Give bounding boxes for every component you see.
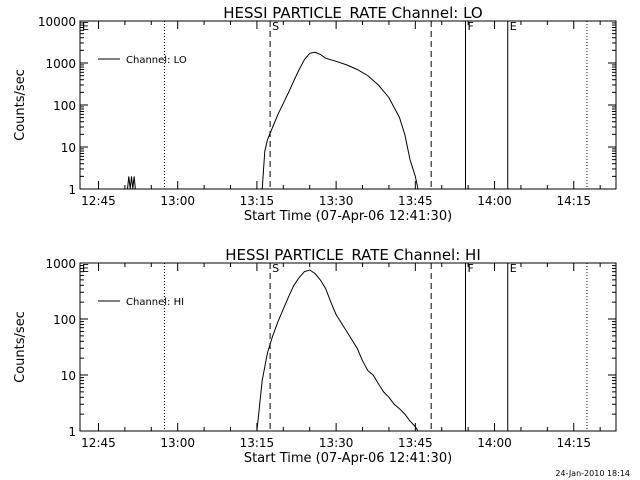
x-tick-label: 14:15 bbox=[556, 436, 591, 450]
y-axis-label: Counts/sec bbox=[13, 311, 28, 383]
chart-title: HESSI PARTICLE_RATE Channel: LO bbox=[223, 4, 482, 23]
plot-frame bbox=[79, 20, 617, 190]
footer-timestamp: 24-Jan-2010 18:14 bbox=[555, 469, 630, 478]
x-tick-label: 13:00 bbox=[160, 194, 195, 208]
x-tick-label: 13:30 bbox=[319, 436, 354, 450]
x-tick-label: 14:00 bbox=[477, 194, 512, 208]
plot-frame bbox=[79, 262, 617, 432]
y-axis-label: Counts/sec bbox=[13, 69, 28, 141]
series-line bbox=[127, 51, 419, 190]
x-tick-label: 13:30 bbox=[319, 194, 354, 208]
chart-title: HESSI PARTICLE_RATE Channel: HI bbox=[225, 246, 481, 265]
x-axis-label: Start Time (07-Apr-06 12:41:30) bbox=[244, 451, 452, 466]
x-tick-label: 12:45 bbox=[81, 194, 116, 208]
y-tick-label: 1000 bbox=[45, 57, 76, 71]
chart-lo: HESSI PARTICLE_RATE Channel: LO 12:45 13:0… bbox=[13, 4, 617, 224]
x-tick-label: 13:00 bbox=[160, 436, 195, 450]
y-tick-label: 1 bbox=[68, 183, 76, 197]
marker-label: E bbox=[510, 20, 517, 33]
x-tick-label: 12:45 bbox=[81, 436, 116, 450]
marker-label: E bbox=[82, 262, 89, 275]
marker-label: S bbox=[272, 20, 279, 33]
y-tick-label: 100 bbox=[53, 99, 76, 113]
chart-hi: HESSI PARTICLE_RATE Channel: HI 12:45 13:0… bbox=[13, 246, 617, 466]
y-tick-label: 1 bbox=[68, 425, 76, 439]
y-tick-label: 100 bbox=[53, 313, 76, 327]
y-tick-label: 10 bbox=[61, 369, 76, 383]
marker-label: E bbox=[510, 262, 517, 275]
x-tick-label: 14:15 bbox=[556, 194, 591, 208]
marker-label: F bbox=[467, 20, 473, 33]
x-axis-label: Start Time (07-Apr-06 12:41:30) bbox=[244, 209, 452, 224]
y-tick-label: 10 bbox=[61, 141, 76, 155]
y-tick-label: 10000 bbox=[38, 15, 76, 29]
marker-label: S bbox=[272, 262, 279, 275]
x-tick-label: 13:15 bbox=[240, 194, 275, 208]
y-tick-label: 1000 bbox=[45, 257, 76, 271]
marker-label: E bbox=[82, 20, 89, 33]
series-line bbox=[256, 269, 419, 432]
legend-label: Channel: LO bbox=[126, 55, 187, 66]
x-tick-label: 13:45 bbox=[398, 194, 433, 208]
marker-label: F bbox=[467, 262, 473, 275]
x-tick-label: 13:45 bbox=[398, 436, 433, 450]
legend-label: Channel: HI bbox=[126, 297, 184, 308]
x-tick-label: 14:00 bbox=[477, 436, 512, 450]
x-tick-label: 13:15 bbox=[240, 436, 275, 450]
